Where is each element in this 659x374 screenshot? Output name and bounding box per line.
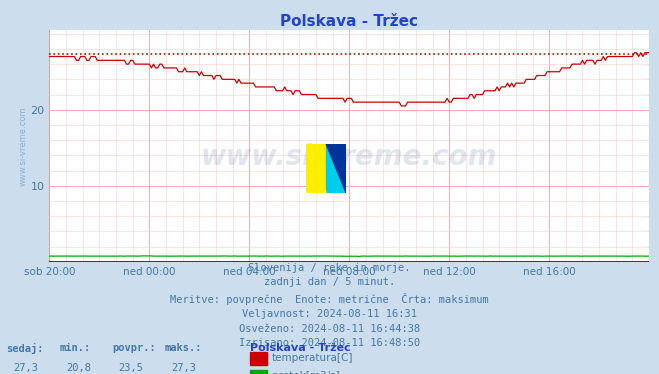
Text: 27,3: 27,3 xyxy=(171,363,196,373)
Text: pretok[m3/s]: pretok[m3/s] xyxy=(272,371,340,374)
Bar xyxy=(250,370,267,374)
Text: Polskava - Tržec: Polskava - Tržec xyxy=(250,343,351,353)
Y-axis label: www.si-vreme.com: www.si-vreme.com xyxy=(18,106,28,186)
Text: 27,3: 27,3 xyxy=(13,363,38,373)
Text: 23,5: 23,5 xyxy=(119,363,144,373)
Text: Slovenija / reke in morje.
zadnji dan / 5 minut.
Meritve: povprečne  Enote: metr: Slovenija / reke in morje. zadnji dan / … xyxy=(170,263,489,348)
Bar xyxy=(326,144,346,193)
Text: maks.:: maks.: xyxy=(165,343,202,353)
Polygon shape xyxy=(306,144,326,193)
Bar xyxy=(250,352,267,365)
Text: www.si-vreme.com: www.si-vreme.com xyxy=(201,144,498,171)
Title: Polskava - Tržec: Polskava - Tržec xyxy=(280,14,418,29)
Text: sedaj:: sedaj: xyxy=(7,343,44,353)
Text: povpr.:: povpr.: xyxy=(112,343,156,353)
Text: min.:: min.: xyxy=(59,343,90,353)
Text: 20,8: 20,8 xyxy=(66,363,91,373)
Text: temperatura[C]: temperatura[C] xyxy=(272,353,354,363)
Polygon shape xyxy=(326,144,346,193)
